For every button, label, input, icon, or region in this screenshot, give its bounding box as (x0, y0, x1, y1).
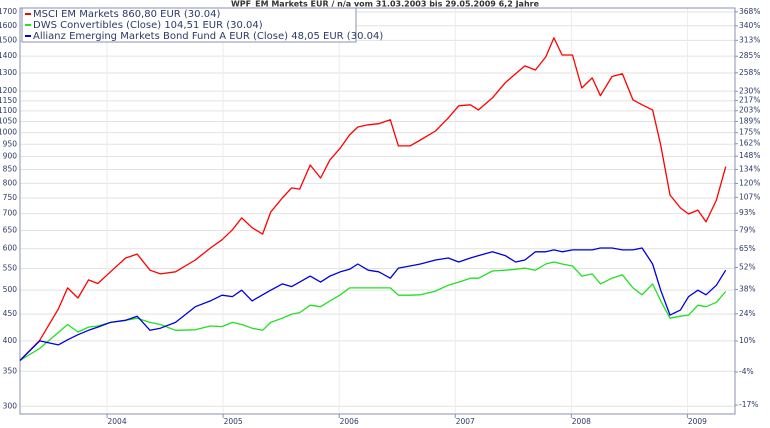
y-tick-label: 1050 (0, 117, 17, 126)
y-tick-label: 650 (3, 226, 18, 235)
y-tick-label: 1300 (0, 68, 17, 77)
y2-tick-label: 107% (739, 192, 760, 201)
legend: MSCI EM Markets 860,80 EUR (30.04)DWS Co… (21, 7, 383, 43)
y-tick-label: 950 (3, 139, 18, 148)
y-tick-label: 900 (3, 152, 18, 161)
y2-tick-label: 285% (739, 51, 760, 60)
y-tick-label: 500 (3, 285, 18, 294)
y2-tick-label: 52% (739, 263, 756, 272)
x-tick-label: 2004 (108, 417, 127, 426)
chart-title: WPF_EM Markets EUR / n/a vom 31.03.2003 … (231, 0, 540, 9)
y2-tick-label: 368% (739, 7, 760, 16)
y2-tick-label: 79% (739, 225, 756, 234)
y-tick-label: 1000 (0, 128, 17, 137)
x-tick-label: 2008 (572, 417, 591, 426)
y-tick-label: 800 (3, 178, 18, 187)
y-tick-label: 1100 (0, 106, 17, 115)
y-tick-label: 1400 (0, 51, 17, 60)
y2-tick-label: -17% (739, 400, 758, 409)
y2-tick-label: 230% (739, 86, 760, 95)
series-line (19, 247, 727, 361)
y2-tick-label: 258% (739, 68, 760, 77)
legend-label: Allianz Emerging Markets Bond Fund A EUR… (33, 31, 383, 42)
x-tick-label: 2007 (456, 417, 475, 426)
y-tick-label: 450 (3, 309, 18, 318)
legend-label: MSCI EM Markets 860,80 EUR (30.04) (33, 9, 220, 20)
series-line (19, 37, 727, 361)
y2-tick-label: 65% (739, 244, 756, 253)
y2-tick-label: 38% (739, 284, 756, 293)
y-tick-label: 400 (3, 336, 18, 345)
y-tick-label: 1150 (0, 96, 17, 105)
y-tick-label: 1600 (0, 21, 17, 30)
plot-frame (19, 7, 736, 415)
y2-tick-label: 10% (739, 336, 756, 345)
y2-tick-label: 203% (739, 106, 760, 115)
y-tick-label: 350 (3, 366, 18, 375)
y2-tick-label: 120% (739, 178, 760, 187)
y2-tick-label: 134% (739, 164, 760, 173)
y2-tick-label: 93% (739, 208, 756, 217)
y2-tick-label: 24% (739, 309, 756, 318)
y2-tick-label: 189% (739, 116, 760, 125)
legend-label: DWS Convertibles (Close) 104,51 EUR (30.… (33, 20, 263, 31)
x-tick-label: 2009 (688, 417, 707, 426)
y2-tick-label: 148% (739, 151, 760, 160)
y-tick-label: 750 (3, 193, 18, 202)
y2-tick-label: 162% (739, 139, 760, 148)
y-tick-label: 850 (3, 165, 18, 174)
y-tick-label: 550 (3, 264, 18, 273)
y2-tick-label: 217% (739, 95, 760, 104)
y-tick-label: 1500 (0, 35, 17, 44)
series-line (19, 261, 727, 362)
y-tick-label: 600 (3, 244, 18, 253)
y2-tick-label: 175% (739, 128, 760, 137)
legend-box (21, 7, 357, 43)
y-tick-label: 700 (3, 209, 18, 218)
y-tick-label: 1700 (0, 7, 17, 16)
y2-tick-label: 313% (739, 35, 760, 44)
y-tick-label: 1200 (0, 86, 17, 95)
y2-tick-label: 340% (739, 21, 760, 30)
y2-tick-label: -4% (739, 367, 754, 376)
y-tick-label: 300 (3, 401, 18, 410)
x-tick-label: 2006 (340, 417, 359, 426)
x-tick-label: 2005 (224, 417, 243, 426)
